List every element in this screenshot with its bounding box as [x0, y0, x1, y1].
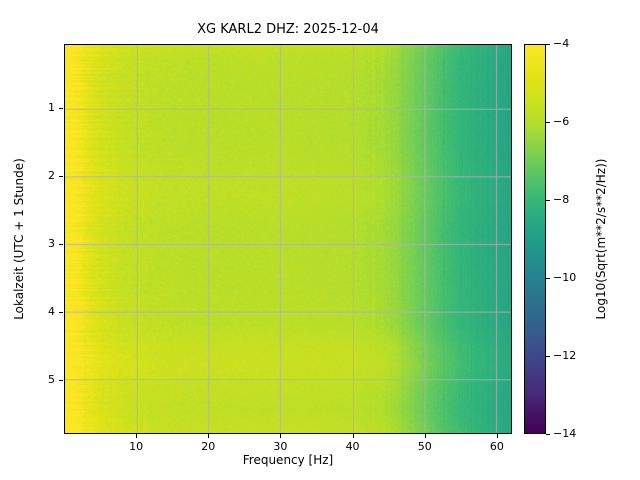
colorbar-tick-mark [546, 278, 550, 279]
x-tick-mark [280, 434, 281, 438]
x-tick-mark [425, 434, 426, 438]
x-tick-label: 50 [417, 440, 432, 453]
x-tick-mark [497, 434, 498, 438]
y-tick-mark [59, 176, 63, 177]
y-tick-mark [59, 380, 63, 381]
x-tick-label: 40 [345, 440, 360, 453]
x-axis-label: Frequency [Hz] [242, 453, 334, 467]
x-tick-mark [353, 434, 354, 438]
x-tick-mark [208, 434, 209, 438]
y-tick-mark [59, 244, 63, 245]
colorbar [524, 44, 546, 434]
colorbar-tick-mark [546, 356, 550, 357]
spectrogram-heatmap [65, 45, 511, 433]
plot-area [64, 44, 512, 434]
y-tick-mark [59, 108, 63, 109]
x-tick-label: 10 [129, 440, 144, 453]
colorbar-tick-mark [546, 122, 550, 123]
x-tick-label: 60 [489, 440, 504, 453]
y-tick-label: 3 [48, 237, 55, 251]
colorbar-tick-label: −8 [553, 193, 570, 206]
colorbar-tick-mark [546, 44, 550, 45]
colorbar-tick-label: −4 [553, 37, 570, 50]
y-tick-label: 1 [48, 101, 55, 115]
y-tick-label: 5 [48, 372, 55, 386]
colorbar-tick-mark [546, 200, 550, 201]
y-axis-label: Lokalzeit (UTC + 1 Stunde) [12, 158, 26, 320]
x-tick-label: 30 [273, 440, 288, 453]
colorbar-tick-label: −14 [553, 427, 577, 440]
colorbar-tick-label: −6 [553, 115, 570, 128]
y-tick-mark [59, 312, 63, 313]
x-tick-mark [136, 434, 137, 438]
chart-title: XG KARL2 DHZ: 2025-12-04 [197, 22, 379, 37]
x-tick-label: 20 [201, 440, 216, 453]
y-tick-label: 2 [48, 169, 55, 183]
y-tick-label: 4 [48, 304, 55, 318]
colorbar-tick-label: −12 [553, 349, 577, 362]
colorbar-tick-mark [546, 434, 550, 435]
colorbar-gradient [525, 45, 545, 433]
colorbar-label: Log10(Sqrt(m**2/s**2/Hz)) [594, 158, 608, 320]
colorbar-tick-label: −10 [553, 271, 577, 284]
